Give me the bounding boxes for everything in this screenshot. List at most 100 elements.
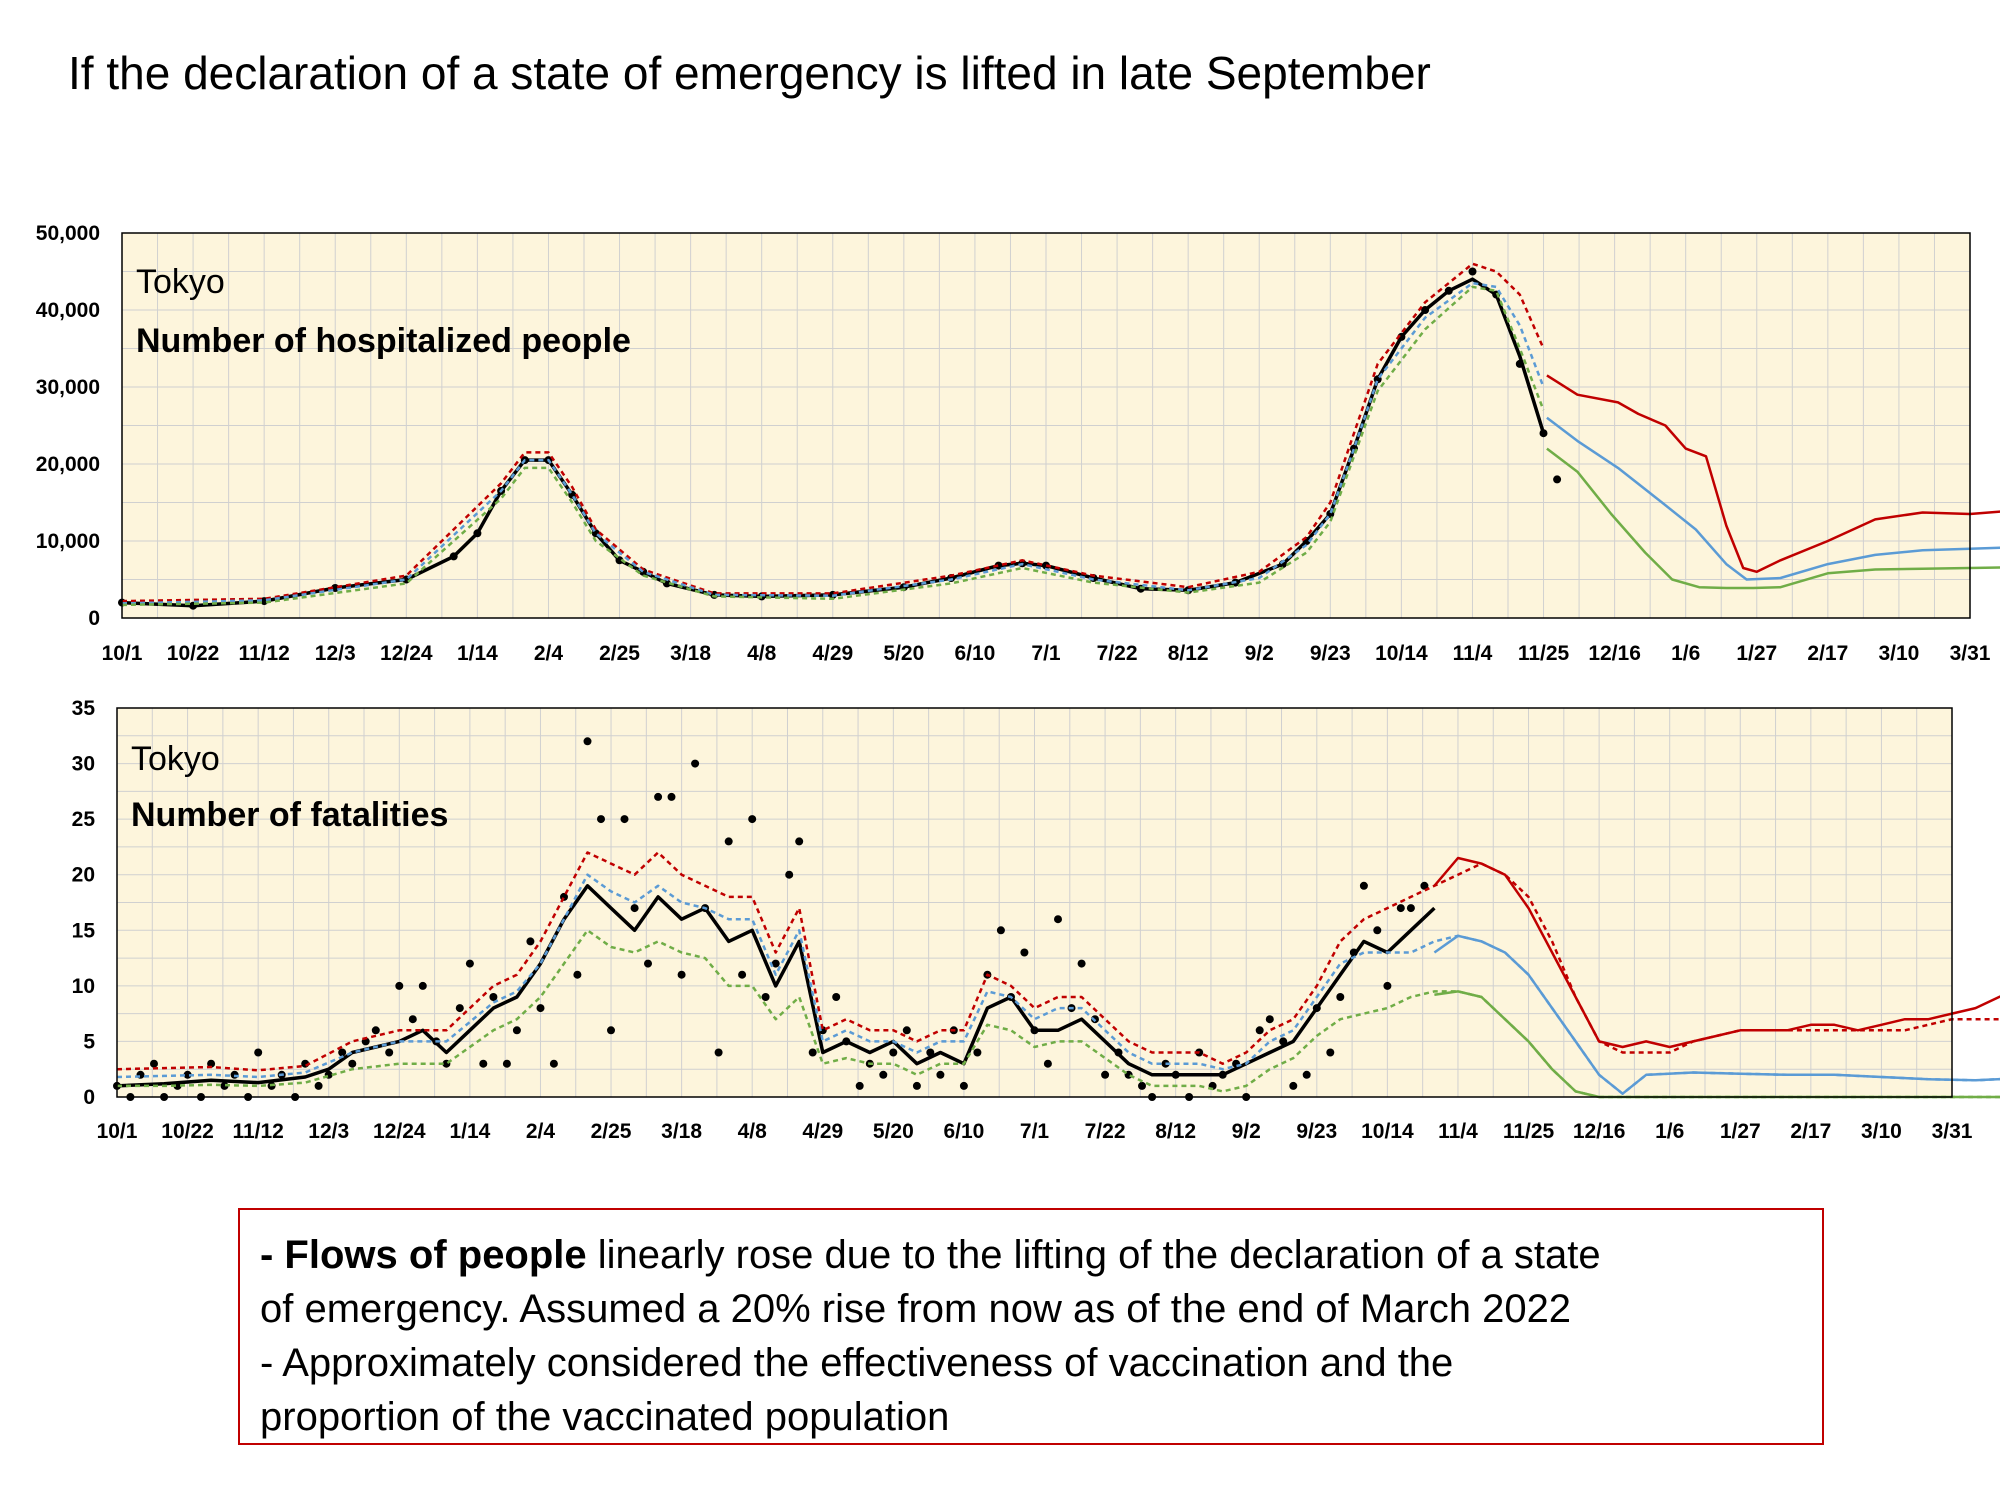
y-tick-label: 30 bbox=[72, 753, 95, 776]
x-tick-label: 9/2 bbox=[1232, 1120, 1261, 1143]
observed-point bbox=[691, 759, 700, 768]
observed-point bbox=[620, 815, 629, 824]
observed-point bbox=[512, 1026, 521, 1035]
note-line-4: proportion of the vaccinated population bbox=[260, 1395, 950, 1439]
x-tick-label: 1/27 bbox=[1720, 1120, 1761, 1143]
x-axis-ticks: 10/1 10/22 11/12 12/3 12/24 1/14 2/4 2/25 3/18 4/… bbox=[97, 1120, 1973, 1143]
observed-point bbox=[465, 959, 474, 968]
observed-point bbox=[1101, 1070, 1110, 1079]
observed-point bbox=[959, 1081, 968, 1090]
y-tick-label: 30,000 bbox=[36, 376, 100, 399]
observed-point bbox=[1383, 981, 1392, 990]
observed-point bbox=[1054, 915, 1062, 924]
observed-point bbox=[644, 959, 652, 968]
x-tick-label: 3/10 bbox=[1861, 1120, 1902, 1143]
observed-point bbox=[973, 1048, 982, 1057]
observed-point bbox=[348, 1059, 357, 1068]
y-tick-label: 20,000 bbox=[36, 453, 100, 476]
y-tick-label: 0 bbox=[88, 607, 100, 630]
observed-point bbox=[879, 1070, 888, 1079]
x-tick-label: 11/25 bbox=[1503, 1120, 1555, 1143]
observed-point bbox=[489, 993, 498, 1001]
charts-canvas: 0 10,000 20,000 30,000 40,000 50,000 10/1 10/2… bbox=[36, 222, 2000, 1143]
observed-point bbox=[183, 1070, 192, 1079]
observed-point bbox=[1359, 881, 1368, 890]
observed-point bbox=[526, 937, 535, 946]
observed-point bbox=[1336, 993, 1345, 1001]
x-tick-label: 4/29 bbox=[802, 1120, 843, 1143]
observed-point bbox=[912, 1081, 921, 1090]
projection-mid-line bbox=[1546, 416, 2000, 581]
note-line-1-bold: - Flows of people bbox=[260, 1233, 587, 1277]
x-tick-label: 12/16 bbox=[1588, 642, 1641, 665]
observed-point bbox=[714, 1048, 723, 1057]
fit-mid-line bbox=[121, 281, 1545, 605]
observed-point bbox=[855, 1081, 864, 1090]
projection-mid-line bbox=[1433, 934, 2000, 1095]
x-tick-label: 12/16 bbox=[1573, 1120, 1626, 1143]
observed-point bbox=[667, 792, 676, 801]
chart-title: Number of fatalities bbox=[131, 796, 448, 834]
observed-point bbox=[395, 981, 404, 990]
observed-point bbox=[808, 1048, 817, 1057]
x-tick-label: 3/31 bbox=[1932, 1120, 1973, 1143]
x-tick-label: 5/20 bbox=[883, 642, 924, 665]
observed-point bbox=[502, 1059, 511, 1068]
observed-point bbox=[1138, 1081, 1146, 1090]
x-axis-ticks: 10/1 10/22 11/12 12/3 12/24 1/14 2/4 2/25 3/18 4/… bbox=[102, 642, 1991, 665]
y-tick-label: 20 bbox=[72, 864, 95, 887]
observed-point bbox=[573, 970, 582, 979]
observed-point bbox=[338, 1048, 347, 1057]
observed-point bbox=[455, 1004, 464, 1013]
observed-point bbox=[795, 837, 804, 846]
projection-low-line bbox=[1434, 990, 2000, 1099]
y-tick-label: 0 bbox=[83, 1086, 95, 1109]
note-line-1: - Flows of people linearly rose due to t… bbox=[260, 1228, 1802, 1282]
observed-point bbox=[597, 815, 605, 824]
x-tick-label: 3/18 bbox=[670, 642, 711, 665]
x-tick-label: 11/4 bbox=[1453, 642, 1493, 665]
x-tick-label: 8/12 bbox=[1168, 642, 1209, 665]
plot-frame bbox=[116, 707, 1953, 1098]
x-tick-label: 8/12 bbox=[1155, 1120, 1196, 1143]
observed-point bbox=[220, 1081, 229, 1090]
x-tick-label: 11/12 bbox=[232, 1120, 283, 1143]
y-tick-label: 15 bbox=[72, 919, 96, 942]
observed-point bbox=[479, 1059, 488, 1068]
location-label: Tokyo bbox=[136, 263, 225, 301]
x-tick-label: 10/22 bbox=[161, 1120, 214, 1143]
page-title: If the declaration of a state of emergen… bbox=[68, 47, 1431, 99]
y-tick-label: 10 bbox=[72, 975, 95, 998]
x-tick-label: 1/6 bbox=[1671, 642, 1700, 665]
projection-low-line bbox=[1546, 447, 2000, 590]
fit-low-line bbox=[121, 285, 1545, 607]
observed-point bbox=[785, 870, 794, 879]
observed-point bbox=[996, 926, 1005, 935]
fit-high-line bbox=[121, 262, 1545, 603]
observed-point bbox=[385, 1048, 394, 1057]
x-tick-label: 2/4 bbox=[534, 642, 564, 665]
observed-point bbox=[1326, 1048, 1335, 1057]
fit-low-line bbox=[117, 929, 2000, 1099]
note-line-2: of emergency. Assumed a 20% rise from no… bbox=[260, 1287, 1572, 1331]
x-tick-label: 7/22 bbox=[1085, 1120, 1126, 1143]
series-layer bbox=[113, 737, 2000, 1101]
observed-point bbox=[1077, 959, 1086, 968]
observed-point bbox=[724, 837, 733, 846]
x-tick-label: 2/4 bbox=[526, 1120, 556, 1143]
x-tick-label: 3/31 bbox=[1950, 642, 1991, 665]
x-tick-label: 4/29 bbox=[812, 642, 853, 665]
projection-high-line bbox=[1546, 374, 2000, 574]
x-tick-label: 2/17 bbox=[1790, 1120, 1831, 1143]
y-tick-label: 10,000 bbox=[36, 530, 100, 553]
series-layer bbox=[118, 262, 2000, 610]
observed-point bbox=[761, 993, 770, 1001]
observed-point bbox=[889, 1048, 898, 1057]
observed-point bbox=[254, 1048, 263, 1057]
observed-point bbox=[1396, 904, 1405, 913]
observed-point bbox=[1020, 948, 1029, 957]
assumptions-note: - Flows of people linearly rose due to t… bbox=[238, 1208, 1824, 1445]
x-tick-label: 10/1 bbox=[102, 642, 143, 665]
observed-point bbox=[371, 1026, 380, 1035]
chart-title: Number of hospitalized people bbox=[136, 322, 631, 360]
